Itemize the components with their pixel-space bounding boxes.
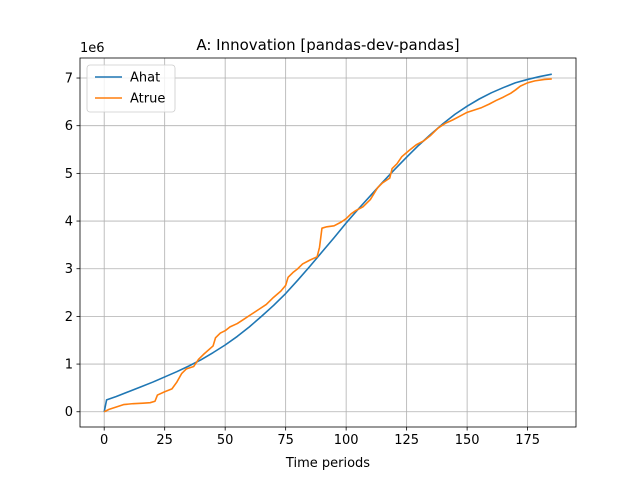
- x-tick-label: 100: [334, 433, 359, 448]
- y-tick-label: 6: [65, 119, 73, 134]
- y-offset-label: 1e6: [80, 41, 105, 56]
- legend-label: Ahat: [130, 71, 160, 86]
- x-tick-label: 175: [515, 433, 540, 448]
- x-tick-label: 75: [277, 433, 294, 448]
- series-line-ahat: [103, 73, 552, 412]
- y-tick-label: 1: [65, 358, 73, 373]
- y-tick-label: 3: [65, 262, 73, 277]
- ticks: 0 25 50 75 100 125 150 175 0 1 2 3 4 5 6 7: [65, 72, 540, 448]
- x-tick-label: 50: [217, 433, 234, 448]
- y-tick-label: 4: [65, 215, 73, 230]
- series-lines: [103, 73, 552, 413]
- chart-title: A: Innovation [pandas-dev-pandas]: [196, 36, 459, 54]
- plot-frame: [79, 57, 577, 428]
- x-tick-label: 25: [156, 433, 173, 448]
- legend-label: Atrue: [130, 92, 165, 107]
- y-tick-label: 7: [65, 72, 73, 87]
- grid: [80, 58, 576, 427]
- legend: Ahat Atrue: [86, 64, 176, 113]
- y-tick-label: 5: [65, 167, 73, 182]
- x-tick-label: 125: [394, 433, 419, 448]
- x-tick-label: 0: [100, 433, 108, 448]
- y-tick-label: 2: [65, 310, 73, 325]
- y-tick-label: 0: [65, 405, 73, 420]
- series-line-atrue: [103, 78, 552, 413]
- x-axis-label: Time periods: [285, 456, 370, 471]
- x-tick-label: 150: [455, 433, 480, 448]
